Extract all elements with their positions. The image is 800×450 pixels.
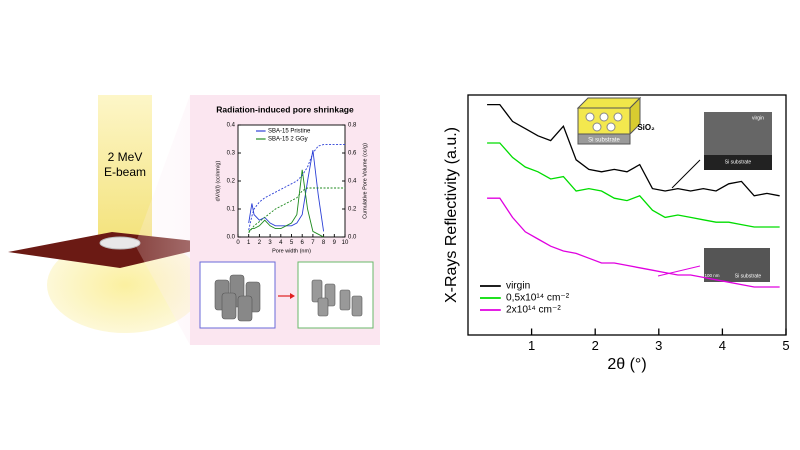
x-tick-label: 4 <box>279 240 283 246</box>
annotation: virgin <box>752 115 764 121</box>
y-tick-label: 0.2 <box>227 179 236 185</box>
beam-energy: 2 MeV <box>108 150 143 164</box>
x-tick-label: 4 <box>719 338 726 353</box>
sem-irradiated <box>704 248 770 282</box>
x-tick-label: 2 <box>592 338 599 353</box>
annotation: SiO₂ <box>637 123 655 132</box>
y-tick-label: 0.3 <box>227 151 236 157</box>
x-tick-label: 2 <box>258 240 262 246</box>
x-tick-label: 6 <box>301 240 305 246</box>
series-line <box>487 197 780 288</box>
inset-structure <box>576 96 642 145</box>
x-axis-label: 2θ (°) <box>607 356 646 373</box>
series-line <box>248 187 345 234</box>
annotation: Si substrate <box>725 159 752 165</box>
series-line <box>248 169 324 238</box>
pores-before <box>214 274 261 322</box>
x-tick-label: 5 <box>782 338 789 353</box>
x-tick-label: 8 <box>322 240 326 246</box>
x-tick-label: 0 <box>236 240 240 246</box>
arrow <box>671 159 701 189</box>
x-tick-label: 1 <box>247 240 251 246</box>
legend-label: 2x10¹⁴ cm⁻² <box>506 305 561 316</box>
sem-virgin-substrate <box>704 155 772 170</box>
x-tick-label: 7 <box>311 240 315 246</box>
y2-tick-label: 0.6 <box>348 151 357 157</box>
y-axis-label: X-Rays Reflectivity (a.u.) <box>443 127 460 303</box>
series-line <box>248 150 325 232</box>
beam-label: E-beam <box>104 165 146 179</box>
legend-label: 0,5x10¹⁴ cm⁻² <box>506 293 570 304</box>
beam <box>98 95 152 245</box>
annotation: 100 nm <box>704 273 719 278</box>
x-tick-label: 3 <box>655 338 662 353</box>
y2-tick-label: 0.2 <box>348 207 357 213</box>
y2-tick-label: 0.8 <box>348 123 357 129</box>
series-line <box>487 142 780 228</box>
plot-frame <box>237 124 346 238</box>
plot-frame <box>467 94 787 336</box>
x-tick-label: 10 <box>342 240 349 246</box>
y2-axis-label: Cumulative Pore Volume (cc/g) <box>362 143 368 219</box>
y2-tick-label: 0.4 <box>348 179 357 185</box>
y-tick-label: 0.0 <box>227 235 236 241</box>
legend-label: SBA-15 Pristine <box>268 129 311 135</box>
pore-box-after <box>297 261 374 329</box>
y-tick-label: 0.4 <box>227 123 236 129</box>
pores-after <box>311 279 363 317</box>
x-tick-label: 1 <box>528 338 535 353</box>
y-axis-label: dV/d(l) (cc/nm/g) <box>216 161 222 202</box>
series-line <box>487 103 780 197</box>
annotation: Si substrate <box>735 273 762 279</box>
x-tick-label: 9 <box>333 240 337 246</box>
y-tick-label: 0.1 <box>227 207 236 213</box>
arrow <box>657 265 701 277</box>
sample <box>99 236 141 250</box>
panel-title: Radiation-induced pore shrinkage <box>216 104 354 114</box>
series-line <box>248 144 345 231</box>
arrow-head <box>290 293 295 299</box>
x-tick-label: 5 <box>290 240 294 246</box>
legend-label: virgin <box>506 281 530 292</box>
y2-tick-label: 0.0 <box>348 235 357 241</box>
x-tick-label: 3 <box>268 240 272 246</box>
annotation: Si substrate <box>588 138 620 144</box>
legend-label: SBA-15 2 GGy <box>268 137 308 143</box>
x-axis-label: Pore width (nm) <box>272 248 311 254</box>
